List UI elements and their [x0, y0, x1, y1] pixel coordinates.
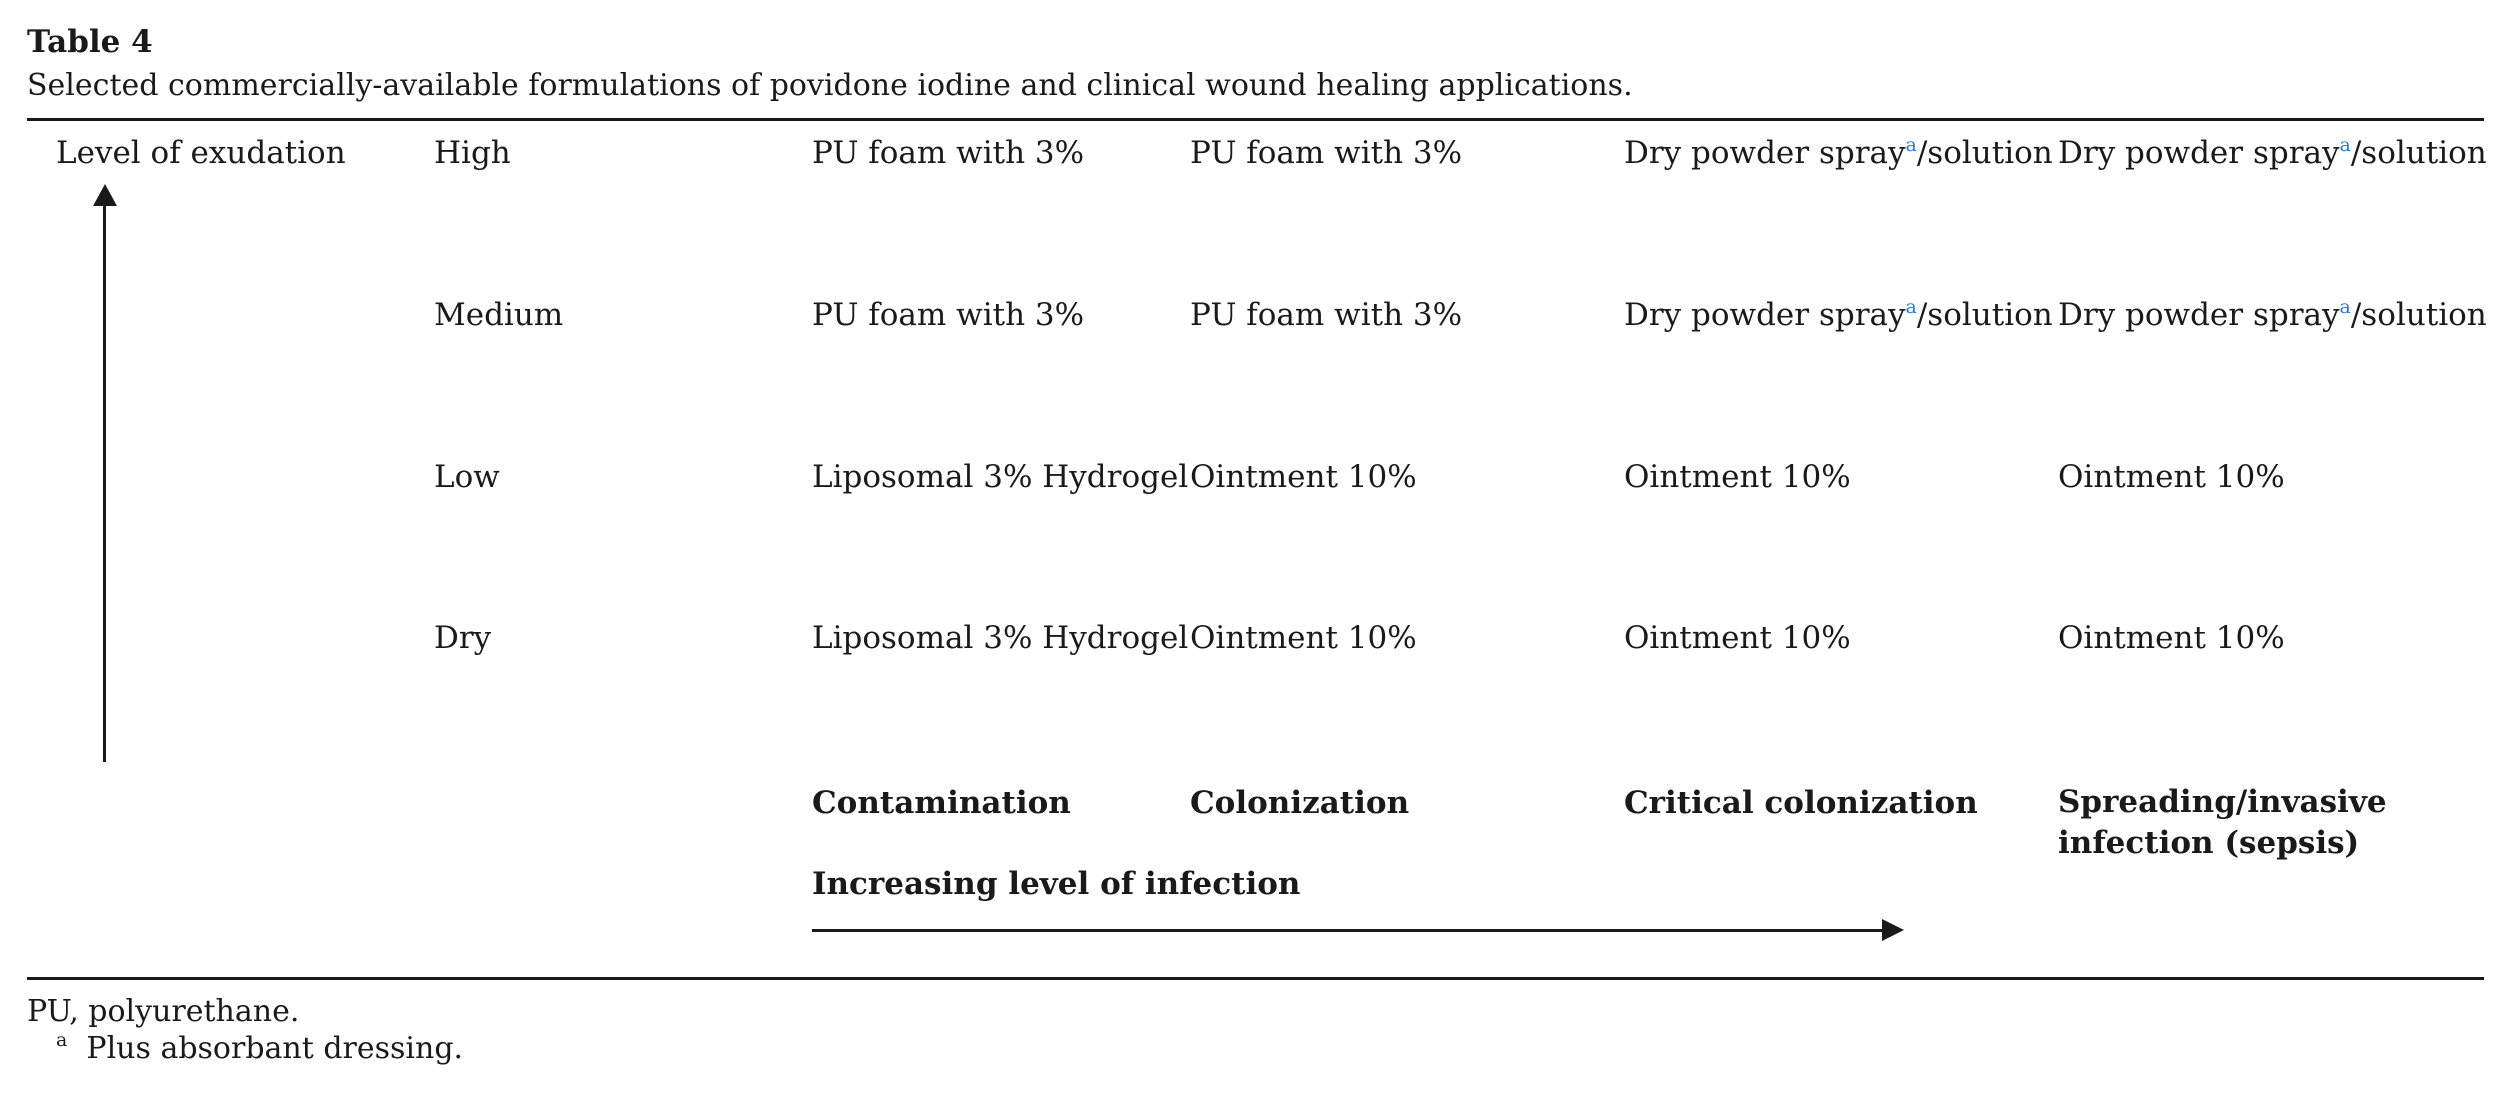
- cell-suffix: /solution: [2350, 297, 2487, 333]
- cell-high-colonization: PU foam with 3%: [1190, 135, 1463, 171]
- stage-contamination: Contamination: [812, 785, 1071, 821]
- row-level-low: Low: [434, 459, 500, 495]
- cell-low-spreading-infection: Ointment 10%: [2058, 459, 2285, 495]
- cell-text: Dry powder spray: [2058, 297, 2340, 333]
- up-arrow-icon: [93, 184, 117, 206]
- bottom-rule: [27, 977, 2484, 980]
- row-level-medium: Medium: [434, 297, 564, 333]
- x-axis-line: [812, 929, 1884, 932]
- right-arrow-icon: [1882, 919, 1904, 941]
- cell-medium-spreading-infection: Dry powder spraya/solution: [2058, 296, 2487, 334]
- cell-dry-spreading-infection: Ointment 10%: [2058, 620, 2285, 656]
- table-title: Table 4: [27, 24, 153, 60]
- row-level-high: High: [434, 135, 511, 171]
- cell-text: Dry powder spray: [2058, 135, 2340, 171]
- footnote-mark: a: [2339, 296, 2351, 318]
- footnote-abbreviation: PU, polyurethane.: [27, 994, 300, 1029]
- cell-medium-colonization: PU foam with 3%: [1190, 297, 1463, 333]
- cell-suffix: /solution: [1916, 135, 2053, 171]
- cell-high-contamination: PU foam with 3%: [812, 135, 1085, 171]
- top-rule: [27, 118, 2484, 121]
- cell-dry-colonization: Ointment 10%: [1190, 620, 1417, 656]
- cell-low-colonization: Ointment 10%: [1190, 459, 1417, 495]
- stage-critical-colonization: Critical colonization: [1624, 785, 1978, 821]
- cell-low-critical-colonization: Ointment 10%: [1624, 459, 1851, 495]
- cell-suffix: /solution: [1916, 297, 2053, 333]
- cell-medium-contamination: PU foam with 3%: [812, 297, 1085, 333]
- footnote-mark: a: [2339, 134, 2351, 156]
- cell-dry-contamination: Liposomal 3% Hydrogel: [812, 620, 1189, 656]
- cell-suffix: /solution: [2350, 135, 2487, 171]
- stage-spreading-infection: Spreading/invasive infection (sepsis): [2058, 784, 2387, 861]
- y-axis-label: Level of exudation: [56, 135, 346, 171]
- footnote-a: a Plus absorbant dressing.: [56, 1029, 464, 1067]
- y-axis-line: [103, 200, 106, 762]
- cell-high-critical-colonization: Dry powder spraya/solution: [1624, 134, 2053, 172]
- footnote-a-mark: a: [56, 1029, 68, 1051]
- cell-medium-critical-colonization: Dry powder spraya/solution: [1624, 296, 2053, 334]
- row-level-dry: Dry: [434, 620, 492, 656]
- footnote-mark: a: [1905, 134, 1917, 156]
- cell-low-contamination: Liposomal 3% Hydrogel: [812, 459, 1189, 495]
- table-caption: Selected commercially-available formulat…: [27, 68, 1633, 103]
- cell-dry-critical-colonization: Ointment 10%: [1624, 620, 1851, 656]
- footnote-a-text: Plus absorbant dressing.: [86, 1031, 464, 1066]
- cell-text: Dry powder spray: [1624, 135, 1906, 171]
- footnote-mark: a: [1905, 296, 1917, 318]
- stage-colonization: Colonization: [1190, 785, 1410, 821]
- x-axis-label: Increasing level of infection: [812, 866, 1301, 902]
- cell-high-spreading-infection: Dry powder spraya/solution: [2058, 134, 2487, 172]
- cell-text: Dry powder spray: [1624, 297, 1906, 333]
